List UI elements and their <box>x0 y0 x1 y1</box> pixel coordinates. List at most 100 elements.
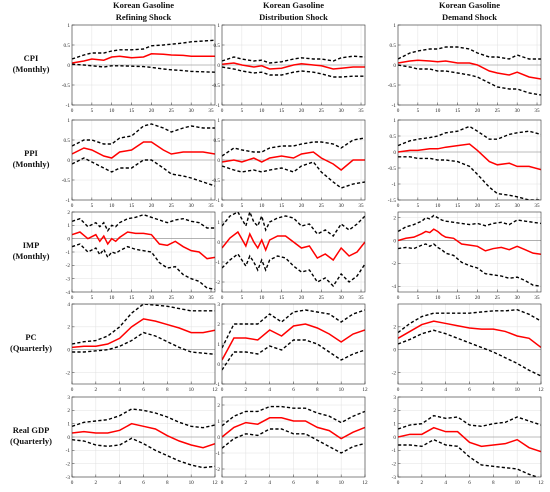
upper-confidence-band <box>222 137 365 157</box>
y-tick-label: 0 <box>67 435 70 441</box>
x-tick-label: 0 <box>71 480 74 486</box>
y-tick-label: -3 <box>66 276 71 282</box>
panel-r0-c0: -1-0.500.510 5 10 15 20 25 30 35 <box>62 23 216 114</box>
y-tick-label: -1 <box>392 448 397 454</box>
y-tick-label: 0 <box>217 63 220 69</box>
x-tick-label: 10 <box>515 480 521 486</box>
upper-confidence-band <box>398 214 541 233</box>
y-tick-label: -2 <box>392 461 397 467</box>
x-tick-label: 8 <box>166 387 169 393</box>
y-tick-label: 0 <box>393 150 396 156</box>
panel-plot-area <box>398 125 541 200</box>
y-tick-label: -0.5 <box>388 83 397 89</box>
row-label-line2: (Monthly) <box>13 64 50 74</box>
panel-plot-area <box>222 137 365 189</box>
panel-plot-area <box>222 212 365 288</box>
x-tick-label: 0 <box>71 203 74 209</box>
upper-confidence-band <box>72 304 215 345</box>
x-tick-label: 4 <box>444 480 447 486</box>
x-tick-label: 6 <box>468 480 471 486</box>
y-tick-label: 1 <box>393 23 396 29</box>
impulse-response-line <box>222 230 365 262</box>
panel-plot-area <box>398 46 541 96</box>
y-tick-label: -1 <box>216 382 221 388</box>
y-tick-label: 0 <box>393 63 396 69</box>
x-tick-label: 15 <box>279 203 285 209</box>
lower-confidence-band <box>398 329 541 377</box>
lower-confidence-band <box>222 428 365 454</box>
impulse-response-line <box>72 422 215 449</box>
y-tick-label: -4 <box>66 290 71 296</box>
y-tick-label: 1 <box>217 419 220 425</box>
row-labels: CPI(Monthly)PPI(Monthly)IMP(Monthly)PC(Q… <box>10 53 52 446</box>
panel-frame <box>71 396 216 478</box>
panel-grid: -1-0.500.510 5 10 15 20 25 30 35-1-0.500.510 5 10… <box>62 23 544 486</box>
impulse-response-line <box>398 320 541 349</box>
panel-r1-c1: -1-0.500.510 5 10 15 20 25 30 35 <box>212 118 366 209</box>
impulse-response-line <box>72 141 215 159</box>
x-tick-label: 12 <box>212 387 218 393</box>
x-tick-label: 12 <box>212 480 218 486</box>
x-tick-label: 30 <box>189 295 195 301</box>
lower-confidence-band <box>72 243 215 291</box>
row-label-line2: (Monthly) <box>13 159 50 169</box>
panel-r1-c2: -1.5-1-0.500.510 5 10 15 20 25 30 35 <box>388 118 542 209</box>
y-tick-label: -0.5 <box>212 178 221 184</box>
panel-plot-area <box>72 213 215 291</box>
y-tick-label: 1 <box>393 118 396 124</box>
x-tick-label: 5 <box>417 203 420 209</box>
panel-plot-area <box>72 39 215 73</box>
panel-plot-area <box>72 304 215 355</box>
x-tick-label: 10 <box>109 295 115 301</box>
y-tick-label: -1 <box>216 260 221 266</box>
y-tick-label: 0 <box>67 236 70 242</box>
y-tick-label: -2 <box>392 370 397 376</box>
y-tick-label: -0.5 <box>388 166 397 172</box>
x-tick-label: 0 <box>221 480 224 486</box>
y-tick-label: -2 <box>216 280 221 286</box>
y-tick-label: -2 <box>66 461 71 467</box>
x-tick-label: 0 <box>221 387 224 393</box>
x-tick-label: 20 <box>475 108 481 114</box>
y-tick-label: 0 <box>67 158 70 164</box>
row-label-line1: IMP <box>23 240 40 250</box>
y-tick-label: 0 <box>67 348 70 354</box>
column-title-line2: Distribution Shock <box>259 12 328 22</box>
x-tick-label: 10 <box>189 387 195 393</box>
x-tick-label: 6 <box>142 387 145 393</box>
lower-confidence-band <box>398 438 540 477</box>
y-tick-label: -1.5 <box>388 198 397 204</box>
column-title-line2: Demand Shock <box>442 12 497 22</box>
x-tick-label: 15 <box>455 295 461 301</box>
x-tick-label: 0 <box>397 480 400 486</box>
y-tick-label: 0 <box>393 435 396 441</box>
y-tick-label: 0.5 <box>214 43 221 49</box>
x-tick-label: 5 <box>241 295 244 301</box>
upper-confidence-band <box>398 308 541 334</box>
x-tick-label: 6 <box>468 387 471 393</box>
panel-frame <box>71 24 216 106</box>
x-tick-label: 30 <box>189 108 195 114</box>
x-tick-label: 30 <box>339 295 345 301</box>
lower-confidence-band <box>72 437 215 469</box>
x-tick-label: 12 <box>538 387 544 393</box>
y-tick-label: -2 <box>216 467 221 473</box>
row-label-line1: PC <box>25 332 36 342</box>
x-tick-label: 20 <box>299 295 305 301</box>
y-tick-label: -0.5 <box>212 83 221 89</box>
x-tick-label: 20 <box>299 203 305 209</box>
y-tick-label: 0 <box>67 63 70 69</box>
column-title-line2: Refining Shock <box>116 12 172 22</box>
x-tick-label: 2 <box>245 480 248 486</box>
upper-confidence-band <box>222 309 365 349</box>
x-tick-label: 30 <box>515 203 521 209</box>
panel-frame <box>221 119 366 201</box>
x-tick-label: 6 <box>142 480 145 486</box>
y-tick-label: -1 <box>392 182 397 188</box>
column-title-line1: Korean Gasoline <box>439 0 500 10</box>
x-tick-label: 10 <box>259 295 265 301</box>
panel-frame <box>221 303 366 385</box>
lower-confidence-band <box>398 156 541 200</box>
